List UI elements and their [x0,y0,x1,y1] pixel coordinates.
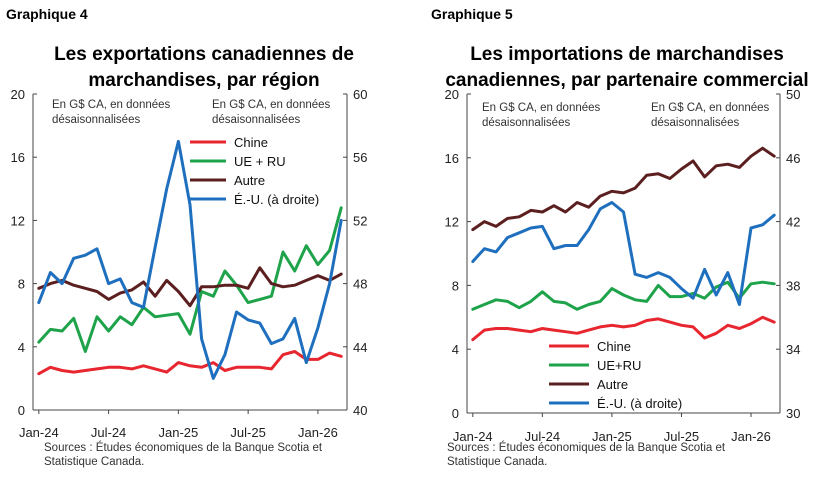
series-line [37,266,343,308]
y-left-tick-label: 20 [11,87,25,102]
x-tick-label: Jul-24 [91,425,126,440]
chart-number-label: Graphique 4 [6,6,88,22]
y-right-tick-label: 48 [353,277,367,292]
legend-label: É.-U. (à droite) [597,396,682,411]
x-tick-label: Jul-25 [664,429,699,444]
unit-note-left: En G$ CA, en données [52,99,171,111]
y-right-tick-label: 60 [353,87,367,102]
y-left-tick-label: 16 [11,150,25,165]
chart-title: Les exportations canadiennes de marchand… [54,44,354,91]
y-left-tick-label: 12 [445,215,459,230]
y-left-tick-label: 12 [11,213,25,228]
series-line [471,201,776,306]
y-right-tick-label: 56 [353,150,367,165]
source-note: Statistique Canada. [447,456,547,468]
x-tick-label: Jan-26 [298,425,338,440]
source-note: Sources : Études économiques de la Banqu… [447,441,726,454]
y-right-tick-label: 52 [353,213,367,228]
chart-plot: 0 4 8 12 16 20 30 34 38 42 46 50 Jan-24 Jul-24 Jan-25 J… [445,87,801,468]
series-line [37,350,343,376]
y-left-tick-label: 4 [452,342,459,357]
legend-label: É.-U. (à droite) [234,192,319,207]
y-left-tick-label: 0 [18,403,25,418]
chart-title: Les importations de marchandises canadie… [445,44,809,91]
y-right-tick-label: 34 [786,342,800,357]
series-line [471,146,776,232]
unit-note-right: désaisonnalisées [212,114,300,126]
x-tick-label: Jan-24 [453,429,493,444]
legend-label: Chine [234,135,268,150]
legend-label: UE + RU [234,154,286,169]
series-line [37,206,343,353]
chart-panel-exports: Graphique 4 Les exportations canadiennes… [0,0,410,483]
y-right-tick-label: 50 [786,87,800,102]
x-tick-label: Jan-26 [731,429,771,444]
unit-note-right: En G$ CA, en données [651,102,770,114]
y-right-tick-label: 38 [786,278,800,293]
source-note: Sources : Études économiques de la Banqu… [44,441,323,454]
y-left-tick-label: 0 [452,406,459,421]
y-left-tick-label: 8 [452,278,459,293]
x-tick-label: Jul-24 [525,429,560,444]
legend-label: UE+RU [597,358,641,373]
series-line [471,315,776,342]
unit-note-left: désaisonnalisées [52,114,140,126]
y-right-tick-label: 44 [353,340,367,355]
series-line [37,139,343,380]
y-right-tick-label: 46 [786,151,800,166]
y-left-tick-label: 4 [18,340,25,355]
y-right-tick-label: 30 [786,406,800,421]
x-tick-label: Jul-25 [230,425,265,440]
y-right-tick-label: 42 [786,215,800,230]
series-line [471,280,776,311]
y-left-tick-label: 20 [445,87,459,102]
legend-label: Autre [597,377,628,392]
x-tick-label: Jan-25 [158,425,198,440]
chart-panel-imports: Graphique 5 Les importations de marchand… [425,0,828,483]
y-right-tick-label: 40 [353,403,367,418]
chart-number-label: Graphique 5 [431,6,513,22]
legend-label: Chine [597,339,631,354]
y-left-tick-label: 8 [18,277,25,292]
y-left-tick-label: 16 [445,151,459,166]
unit-note-right: désaisonnalisées [651,117,739,129]
unit-note-left: désaisonnalisées [482,117,570,129]
source-note: Statistique Canada. [44,456,144,468]
unit-note-right: En G$ CA, en données [212,99,331,111]
x-tick-label: Jan-25 [592,429,632,444]
unit-note-left: En G$ CA, en données [482,102,601,114]
x-tick-label: Jan-24 [19,425,59,440]
legend-label: Autre [234,173,265,188]
